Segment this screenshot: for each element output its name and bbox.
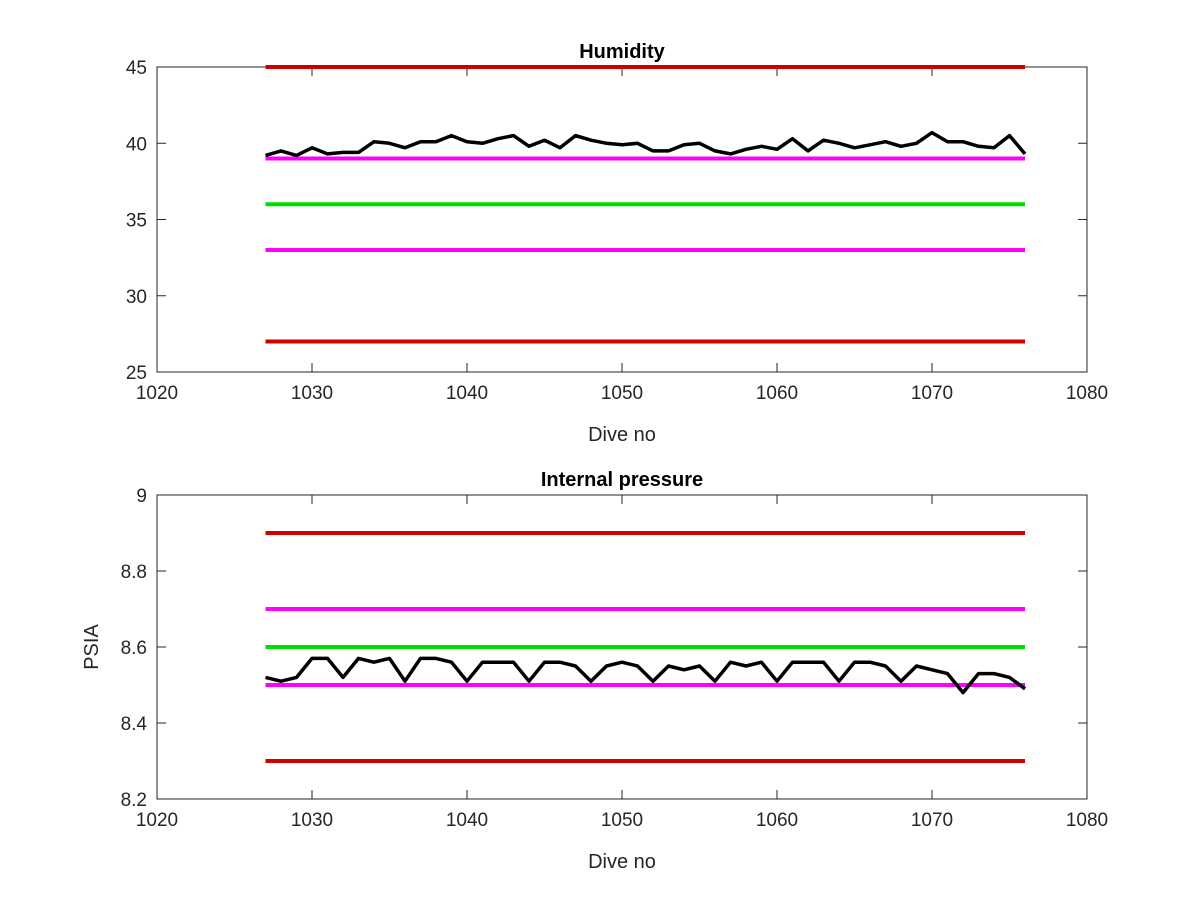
x-tick-label: 1080 — [1066, 383, 1108, 404]
plot-area — [156, 66, 1088, 373]
x-tick-label: 1040 — [446, 810, 488, 831]
y-tick-label: 8.4 — [121, 714, 148, 735]
y-tick-label: 8.8 — [121, 562, 147, 583]
x-tick-label: 1070 — [911, 810, 953, 831]
y-tick-label: 35 — [126, 211, 147, 232]
y-tick-label: 8.2 — [121, 790, 147, 811]
y-tick-label: 30 — [126, 287, 147, 308]
x-tick-label: 1030 — [291, 810, 333, 831]
x-axis-label: Dive no — [588, 424, 656, 446]
x-tick-label: 1040 — [446, 383, 488, 404]
x-tick-label: 1070 — [911, 383, 953, 404]
x-axis-label: Dive no — [588, 851, 656, 873]
chart-title: Humidity — [579, 41, 665, 63]
series-line-0 — [265, 130, 1027, 158]
y-tick-label: 40 — [126, 134, 147, 155]
x-tick-label: 1060 — [756, 810, 798, 831]
x-tick-label: 1050 — [601, 810, 643, 831]
x-tick-label: 1020 — [136, 383, 178, 404]
x-tick-label: 1020 — [136, 810, 178, 831]
y-tick-label: 9 — [136, 486, 147, 507]
chart-title: Internal pressure — [541, 469, 703, 491]
series-line-0 — [265, 656, 1027, 695]
x-tick-label: 1030 — [291, 383, 333, 404]
chart-panel-1: 1020 1030 1040 1050 1060 1070 1080 8.2 8.4 8.6 8.8… — [81, 469, 1108, 873]
x-tick-label: 1080 — [1066, 810, 1108, 831]
y-tick-label: 25 — [126, 363, 147, 384]
y-tick-label: 45 — [126, 58, 147, 79]
x-tick-label: 1050 — [601, 383, 643, 404]
y-tick-label: 8.6 — [121, 638, 147, 659]
x-tick-label: 1060 — [756, 383, 798, 404]
y-axis-label: PSIA — [81, 624, 103, 670]
chart-panel-0: 1020 1030 1040 1050 1060 1070 1080 25 30 35 40 45 Hu… — [126, 41, 1108, 446]
